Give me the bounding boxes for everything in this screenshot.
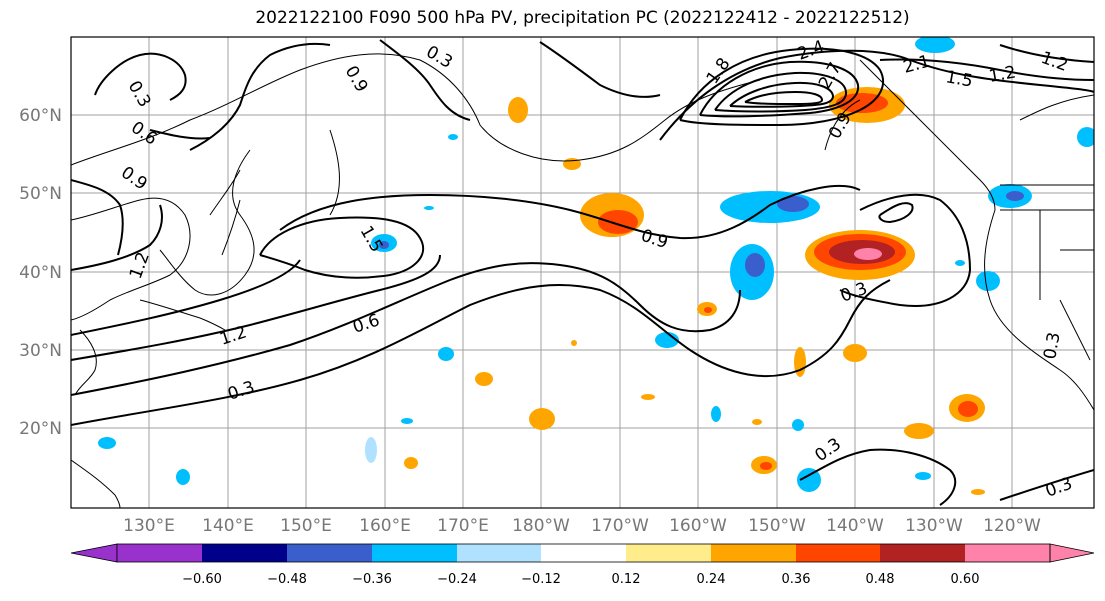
contour-label: 1.2	[987, 63, 1017, 87]
pv-contours	[71, 39, 1094, 506]
colorbar-swatch	[457, 544, 541, 562]
lon-label: 160°W	[669, 516, 727, 536]
coastlines	[71, 53, 1094, 508]
colorbar-swatch	[202, 544, 287, 562]
colorbar-tick: −0.12	[521, 572, 561, 587]
colorbar-tick: −0.48	[267, 572, 307, 587]
colorbar-swatch	[965, 544, 1050, 562]
colorbar-tick: 0.48	[866, 572, 895, 587]
map-title: 2022122100 F090 500 hPa PV, precipitatio…	[255, 8, 910, 28]
colorbar-tick: 0.12	[612, 572, 641, 587]
colorbar-tick: −0.60	[182, 572, 222, 587]
colorbar-swatch	[287, 544, 372, 562]
lon-label: 130°E	[123, 516, 175, 536]
precip-shading	[98, 37, 1094, 495]
colorbar-tick: −0.36	[352, 572, 392, 587]
lon-label: 160°E	[359, 516, 411, 536]
colorbar-swatch	[372, 544, 457, 562]
lon-label: 170°W	[591, 516, 649, 536]
latitude-labels: 60°N 50°N 40°N 30°N 20°N	[19, 106, 62, 439]
map-frame	[70, 36, 1095, 509]
lat-label: 20°N	[19, 419, 62, 439]
colorbar-tick: 0.36	[782, 572, 811, 587]
colorbar-swatch	[711, 544, 796, 562]
colorbar-swatch	[880, 544, 965, 562]
colorbar-swatch	[626, 544, 711, 562]
colorbar-swatch	[1049, 543, 1095, 563]
gridlines	[71, 37, 1094, 508]
colorbar-tick: −0.24	[437, 572, 477, 587]
contour-label: 1.5	[944, 67, 974, 91]
colorbar-swatch	[541, 544, 626, 562]
colorbar-swatch	[117, 544, 202, 562]
colorbar-swatch	[70, 543, 118, 563]
lon-label: 150°W	[748, 516, 806, 536]
longitude-labels: 130°E 140°E 150°E 160°E 170°E 180°W 170°…	[123, 516, 1041, 536]
lon-label: 130°W	[905, 516, 963, 536]
contour-label: 0.3	[1040, 331, 1064, 361]
lat-label: 40°N	[19, 263, 62, 283]
lon-label: 140°W	[826, 516, 884, 536]
colorbar: −0.60 −0.48 −0.36 −0.24 −0.12 0.12 0.24 …	[70, 543, 1095, 587]
lon-label: 170°E	[437, 516, 489, 536]
lon-label: 150°E	[280, 516, 332, 536]
colorbar-tick: 0.60	[951, 572, 980, 587]
colorbar-swatch	[796, 544, 880, 562]
lat-label: 60°N	[19, 106, 62, 126]
lon-label: 180°W	[512, 516, 570, 536]
lon-label: 120°W	[983, 516, 1041, 536]
lat-label: 50°N	[19, 184, 62, 204]
colorbar-outline	[116, 543, 1051, 563]
colorbar-tick: 0.24	[697, 572, 726, 587]
lon-label: 140°E	[202, 516, 254, 536]
lat-label: 30°N	[19, 341, 62, 361]
